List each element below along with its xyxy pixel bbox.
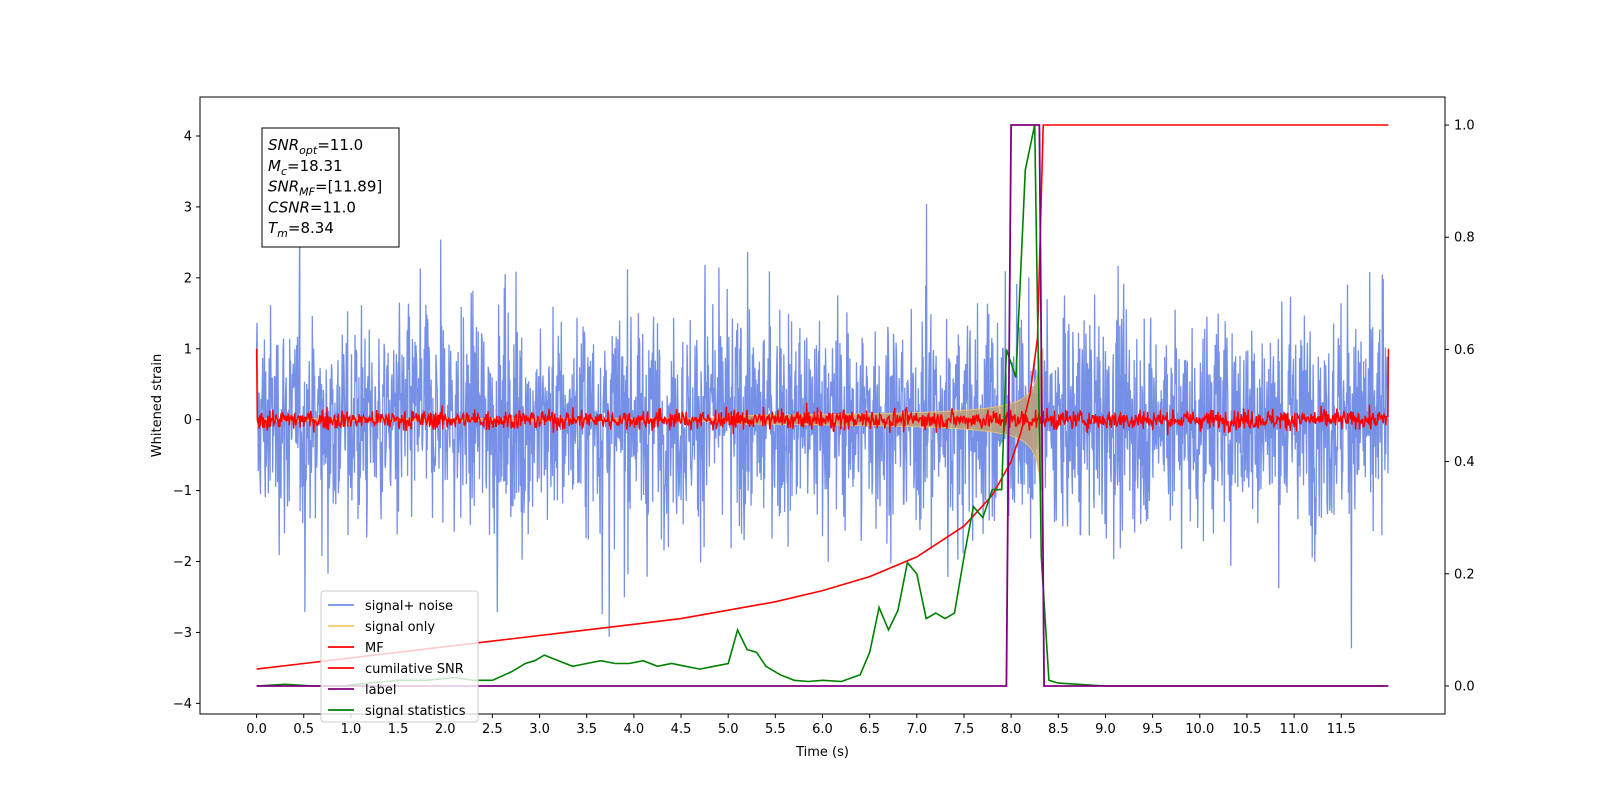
- x-tick-label: 8.0: [1001, 722, 1022, 737]
- annotation-symbol: T: [268, 219, 279, 237]
- legend-entry-label: label: [365, 683, 396, 698]
- x-axis-label: Time (s): [795, 745, 849, 760]
- annotation-symbol: CSNR: [268, 198, 310, 216]
- y-right-tick-label: 0.2: [1454, 567, 1475, 582]
- x-tick-label: 9.5: [1142, 722, 1163, 737]
- annotation-line: Mc=18.31: [268, 157, 343, 178]
- x-tick-label: 10.5: [1232, 722, 1261, 737]
- x-tick-label: 0.5: [293, 722, 314, 737]
- annotation-value: =18.31: [287, 157, 343, 175]
- legend-entry-label: MF: [365, 641, 384, 656]
- annotation-line: CSNR=11.0: [268, 198, 356, 216]
- x-tick-label: 7.0: [906, 722, 927, 737]
- x-tick-label: 2.5: [482, 722, 503, 737]
- x-tick-label: 10.0: [1185, 722, 1214, 737]
- legend-entry-label: signal statistics: [365, 704, 466, 719]
- annotation-symbol: SNR: [268, 136, 299, 154]
- x-tick-label: 6.0: [812, 722, 833, 737]
- x-tick-label: 5.0: [718, 722, 739, 737]
- legend-entry-label: cumilative SNR: [365, 662, 464, 677]
- x-tick-label: 0.0: [246, 722, 267, 737]
- y-right-tick-label: 0.4: [1454, 455, 1475, 470]
- annotation-value: =11.0: [310, 198, 356, 216]
- y-tick-label: −2: [173, 555, 192, 570]
- y-axis-left: −4 −3 −2 −1 0 1 2 3 4: [173, 130, 200, 712]
- annotation-subscript: m: [277, 227, 288, 240]
- x-tick-label: 3.5: [576, 722, 597, 737]
- series-mf-line: [255, 348, 1390, 436]
- x-tick-label: 2.0: [435, 722, 456, 737]
- annotation-subscript: MF: [299, 186, 315, 199]
- x-tick-label: 4.0: [624, 722, 645, 737]
- y-tick-label: 3: [184, 200, 192, 215]
- x-tick-label: 9.0: [1095, 722, 1116, 737]
- y-tick-label: 1: [184, 342, 192, 357]
- x-tick-label: 7.5: [954, 722, 975, 737]
- x-tick-label: 1.0: [341, 722, 362, 737]
- x-tick-label: 5.5: [765, 722, 786, 737]
- y-axis-right: 0.0 0.2 0.4 0.6 0.8 1.0: [1445, 119, 1475, 694]
- y-right-tick-label: 0.8: [1454, 231, 1475, 246]
- x-tick-label: 1.5: [388, 722, 409, 737]
- x-tick-label: 8.5: [1048, 722, 1069, 737]
- y-tick-label: 2: [184, 271, 192, 286]
- series-signal-noise-line: [255, 204, 1390, 649]
- y-right-tick-label: 0.0: [1454, 679, 1475, 694]
- y-right-tick-label: 1.0: [1454, 119, 1475, 134]
- annotation-line: SNRMF=[11.89]: [268, 178, 382, 199]
- y-right-tick-label: 0.6: [1454, 343, 1475, 358]
- annotation-line: SNRopt=11.0: [268, 136, 363, 157]
- annotation-symbol: SNR: [268, 178, 299, 196]
- annotation-line: Tm=8.34: [268, 219, 334, 240]
- series-signal-statistics-line: [256, 124, 1384, 687]
- annotation-value: =8.34: [288, 219, 334, 237]
- y-tick-label: −3: [173, 626, 192, 641]
- y-tick-label: 4: [184, 130, 192, 145]
- x-tick-label: 6.5: [859, 722, 880, 737]
- y-tick-label: −4: [173, 697, 192, 712]
- annotation-frame: [261, 127, 400, 248]
- annotation-subscript: opt: [299, 144, 318, 157]
- x-tick-label: 4.5: [671, 722, 692, 737]
- legend-entry-label: signal only: [365, 620, 435, 635]
- legend-entry-label: signal+ noise: [365, 599, 453, 614]
- annotation-symbol: M: [268, 157, 281, 175]
- annotation-subscript: c: [281, 165, 287, 178]
- y-axis-label: Whitened strain: [150, 354, 165, 457]
- annotation-box: SNRopt=11.0Mc=18.31SNRMF=[11.89]CSNR=11.…: [261, 127, 400, 248]
- series-clip-group: [255, 124, 1390, 687]
- annotation-value: =11.0: [317, 136, 363, 154]
- legend-frame: [320, 590, 479, 723]
- x-tick-label: 11.0: [1280, 722, 1309, 737]
- legend: signal+ noise signal only MF cumilative SNR…: [320, 590, 479, 723]
- x-tick-label: 3.0: [529, 722, 550, 737]
- series-layer: [255, 124, 1390, 687]
- annotation-value: =[11.89]: [315, 178, 382, 196]
- series-label-line: [256, 124, 1389, 687]
- y-tick-label: 0: [184, 413, 192, 428]
- x-axis: 0.0 0.5 1.0 1.5 2.0 2.5 3.0 3.5 4.0 4.5 5.0 5.5 6.0 6…: [246, 714, 1356, 737]
- x-tick-label: 11.5: [1327, 722, 1356, 737]
- y-tick-label: −1: [173, 484, 192, 499]
